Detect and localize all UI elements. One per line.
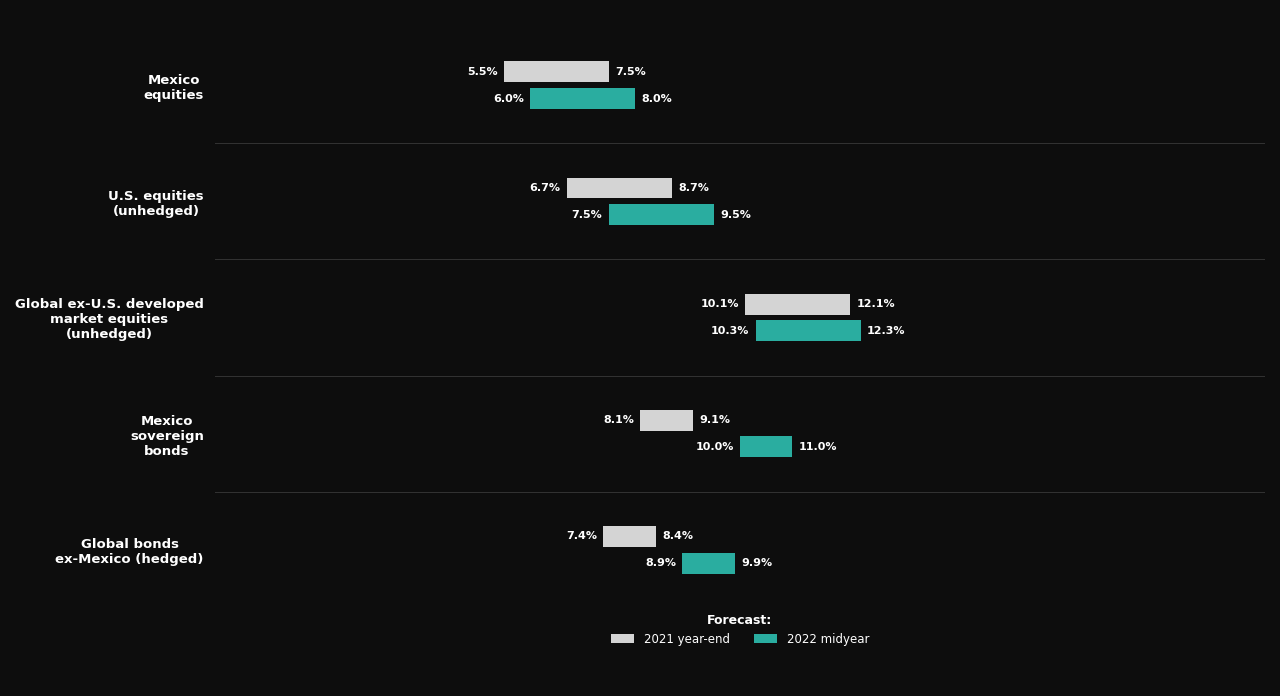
Bar — [567, 177, 672, 198]
Text: 7.5%: 7.5% — [616, 67, 646, 77]
Text: 8.7%: 8.7% — [678, 183, 709, 193]
Bar — [603, 526, 655, 547]
Text: 10.0%: 10.0% — [695, 442, 733, 452]
Legend: 2021 year-end, 2022 midyear: 2021 year-end, 2022 midyear — [607, 609, 874, 650]
Text: 7.4%: 7.4% — [566, 531, 598, 541]
Text: 11.0%: 11.0% — [799, 442, 837, 452]
Text: 6.7%: 6.7% — [530, 183, 561, 193]
Text: 10.3%: 10.3% — [712, 326, 750, 336]
Text: 7.5%: 7.5% — [572, 209, 603, 220]
Bar — [504, 61, 609, 82]
Text: 12.1%: 12.1% — [856, 299, 895, 309]
Bar — [530, 88, 635, 109]
Text: 5.5%: 5.5% — [467, 67, 498, 77]
Text: 9.5%: 9.5% — [721, 209, 751, 220]
Text: 8.4%: 8.4% — [662, 531, 694, 541]
Text: 8.1%: 8.1% — [603, 416, 634, 425]
Bar — [640, 410, 692, 431]
Text: 9.9%: 9.9% — [741, 558, 772, 568]
Bar — [740, 436, 792, 457]
Bar — [609, 204, 714, 226]
Text: 9.1%: 9.1% — [699, 416, 730, 425]
Text: 6.0%: 6.0% — [493, 93, 524, 104]
Text: 10.1%: 10.1% — [700, 299, 739, 309]
Bar — [745, 294, 850, 315]
Text: 8.0%: 8.0% — [641, 93, 672, 104]
Text: 12.3%: 12.3% — [867, 326, 905, 336]
Bar — [755, 320, 860, 341]
Bar — [682, 553, 735, 574]
Text: 8.9%: 8.9% — [645, 558, 676, 568]
